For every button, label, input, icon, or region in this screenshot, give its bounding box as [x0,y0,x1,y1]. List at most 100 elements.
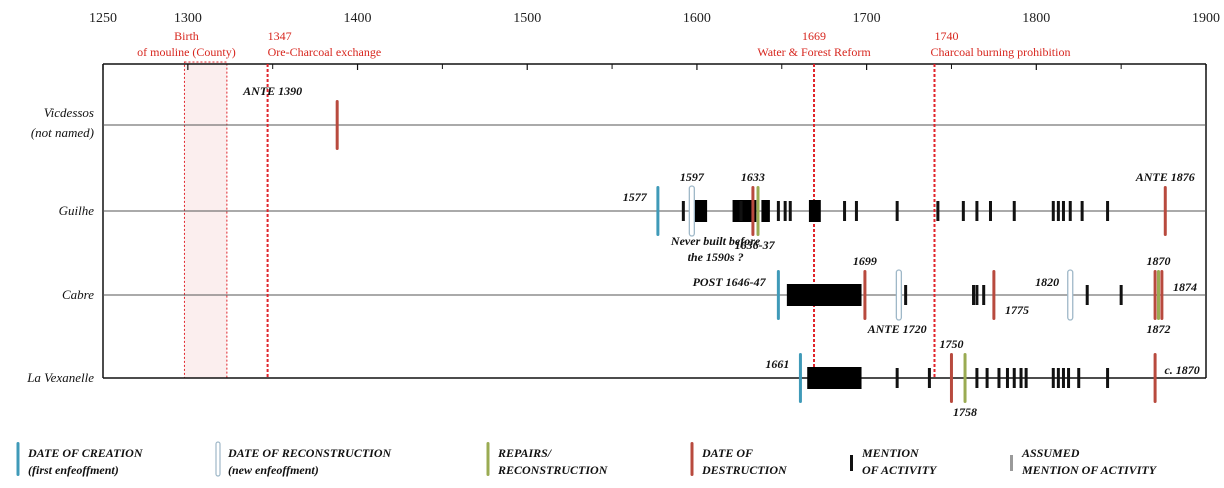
activity-mark [1080,201,1084,221]
site-name: La Vexanelle [26,370,94,385]
site-annotation: 1874 [1173,280,1197,294]
activity-bar [732,200,757,222]
x-tick-label: 1250 [89,11,117,26]
activity-bar [786,284,862,306]
site-annotation: 1872 [1146,322,1170,336]
activity-bar [761,200,770,222]
legend-label: REPAIRS/ [497,446,553,460]
activity-mark [1061,201,1065,221]
site-annotation: 1597 [680,170,705,184]
event-line2-county: of mouline (County) [137,45,236,59]
activity-mark [681,201,685,221]
legend-label-sub: (new enfeoffment) [228,463,319,477]
site-annotation: 1758 [953,405,977,419]
legend-swatch-repairs [486,442,490,476]
activity-mark [1119,285,1123,305]
activity-mark [961,201,965,221]
event-text-charcoal: Charcoal burning prohibition [930,45,1070,59]
legend-label-sub: MENTION OF ACTIVITY [1021,463,1158,477]
legend-label: DATE OF [701,446,753,460]
activity-bar [807,367,862,389]
x-tick-label: 1400 [344,11,372,26]
activity-mark [982,285,986,305]
repairs-mark [963,353,967,403]
activity-mark [927,368,931,388]
destruction-mark [863,270,867,320]
repairs-mark [1156,270,1160,320]
destruction-mark [1153,353,1157,403]
site-name: Vicdessos [44,105,94,120]
activity-mark [972,285,976,305]
site-name-sub: (not named) [31,125,94,140]
activity-mark [1051,201,1055,221]
legend-swatch-creation [16,442,20,476]
activity-mark [985,368,989,388]
activity-mark [788,201,792,221]
activity-mark [843,201,847,221]
legend-label-sub: RECONSTRUCTION [497,463,609,477]
reconstruction-mark [688,185,695,237]
legend-label-sub: DESTRUCTION [701,463,788,477]
repairs-mark [756,186,760,236]
x-tick-label: 1600 [683,11,711,26]
event-year-water: 1669 [802,29,826,43]
activity-mark [1068,201,1072,221]
activity-mark [1012,368,1016,388]
x-tick-label: 1700 [853,11,881,26]
legend-label-sub: (first enfeoffment) [28,463,119,477]
legend-label: ASSUMED [1021,446,1080,460]
site-annotation: ANTE 1720 [867,322,927,336]
site-annotation: ANTE 1876 [1135,170,1195,184]
site-name: Guilhe [59,203,95,218]
site-name: Cabre [62,287,94,302]
legend-label: DATE OF CREATION [27,446,144,460]
creation-mark [776,270,780,320]
reconstruction-mark [1067,269,1074,321]
legend-swatch-destruction [690,442,694,476]
activity-mark [1085,285,1089,305]
legend-swatch-activity [850,455,853,471]
county-band [183,61,228,379]
activity-mark [1061,368,1065,388]
destruction-mark [335,100,339,150]
destruction-mark [1160,270,1164,320]
creation-mark [798,353,802,403]
creation-mark [656,186,660,236]
activity-mark [1012,201,1016,221]
destruction-mark [1163,186,1167,236]
event-year-ore: 1347 [268,29,292,43]
x-tick-label: 1300 [174,11,202,26]
activity-mark [1051,368,1055,388]
activity-mark [783,201,787,221]
activity-bar [808,200,821,222]
activity-mark [1056,368,1060,388]
site-annotation: 1699 [853,254,877,268]
activity-mark [854,201,858,221]
x-tick-label: 1900 [1192,11,1220,26]
site-annotation: 1633 [741,170,765,184]
site-annotation: 1750 [939,337,963,351]
legend-label: DATE OF RECONSTRUCTION [227,446,392,460]
site-annotation: 1820 [1035,275,1059,289]
activity-mark [1077,368,1081,388]
site-annotation: 1636-37 [735,238,776,252]
site-annotation: 1870 [1146,254,1170,268]
legend-label: MENTION [861,446,920,460]
activity-mark [988,201,992,221]
activity-mark [1019,368,1023,388]
destruction-mark [1153,270,1157,320]
site-annotation: Never built before [670,234,761,248]
activity-mark [975,368,979,388]
site-annotation: POST 1646-47 [693,275,767,289]
activity-mark [975,285,979,305]
activity-mark [975,201,979,221]
activity-mark [1067,368,1071,388]
activity-mark [1024,368,1028,388]
activity-mark [739,201,743,221]
site-annotation: c. 1870 [1164,363,1199,377]
event-text-water: Water & Forest Reform [757,45,871,59]
event-line1-county: Birth [174,29,199,43]
destruction-mark [751,186,755,236]
activity-mark [1106,368,1110,388]
